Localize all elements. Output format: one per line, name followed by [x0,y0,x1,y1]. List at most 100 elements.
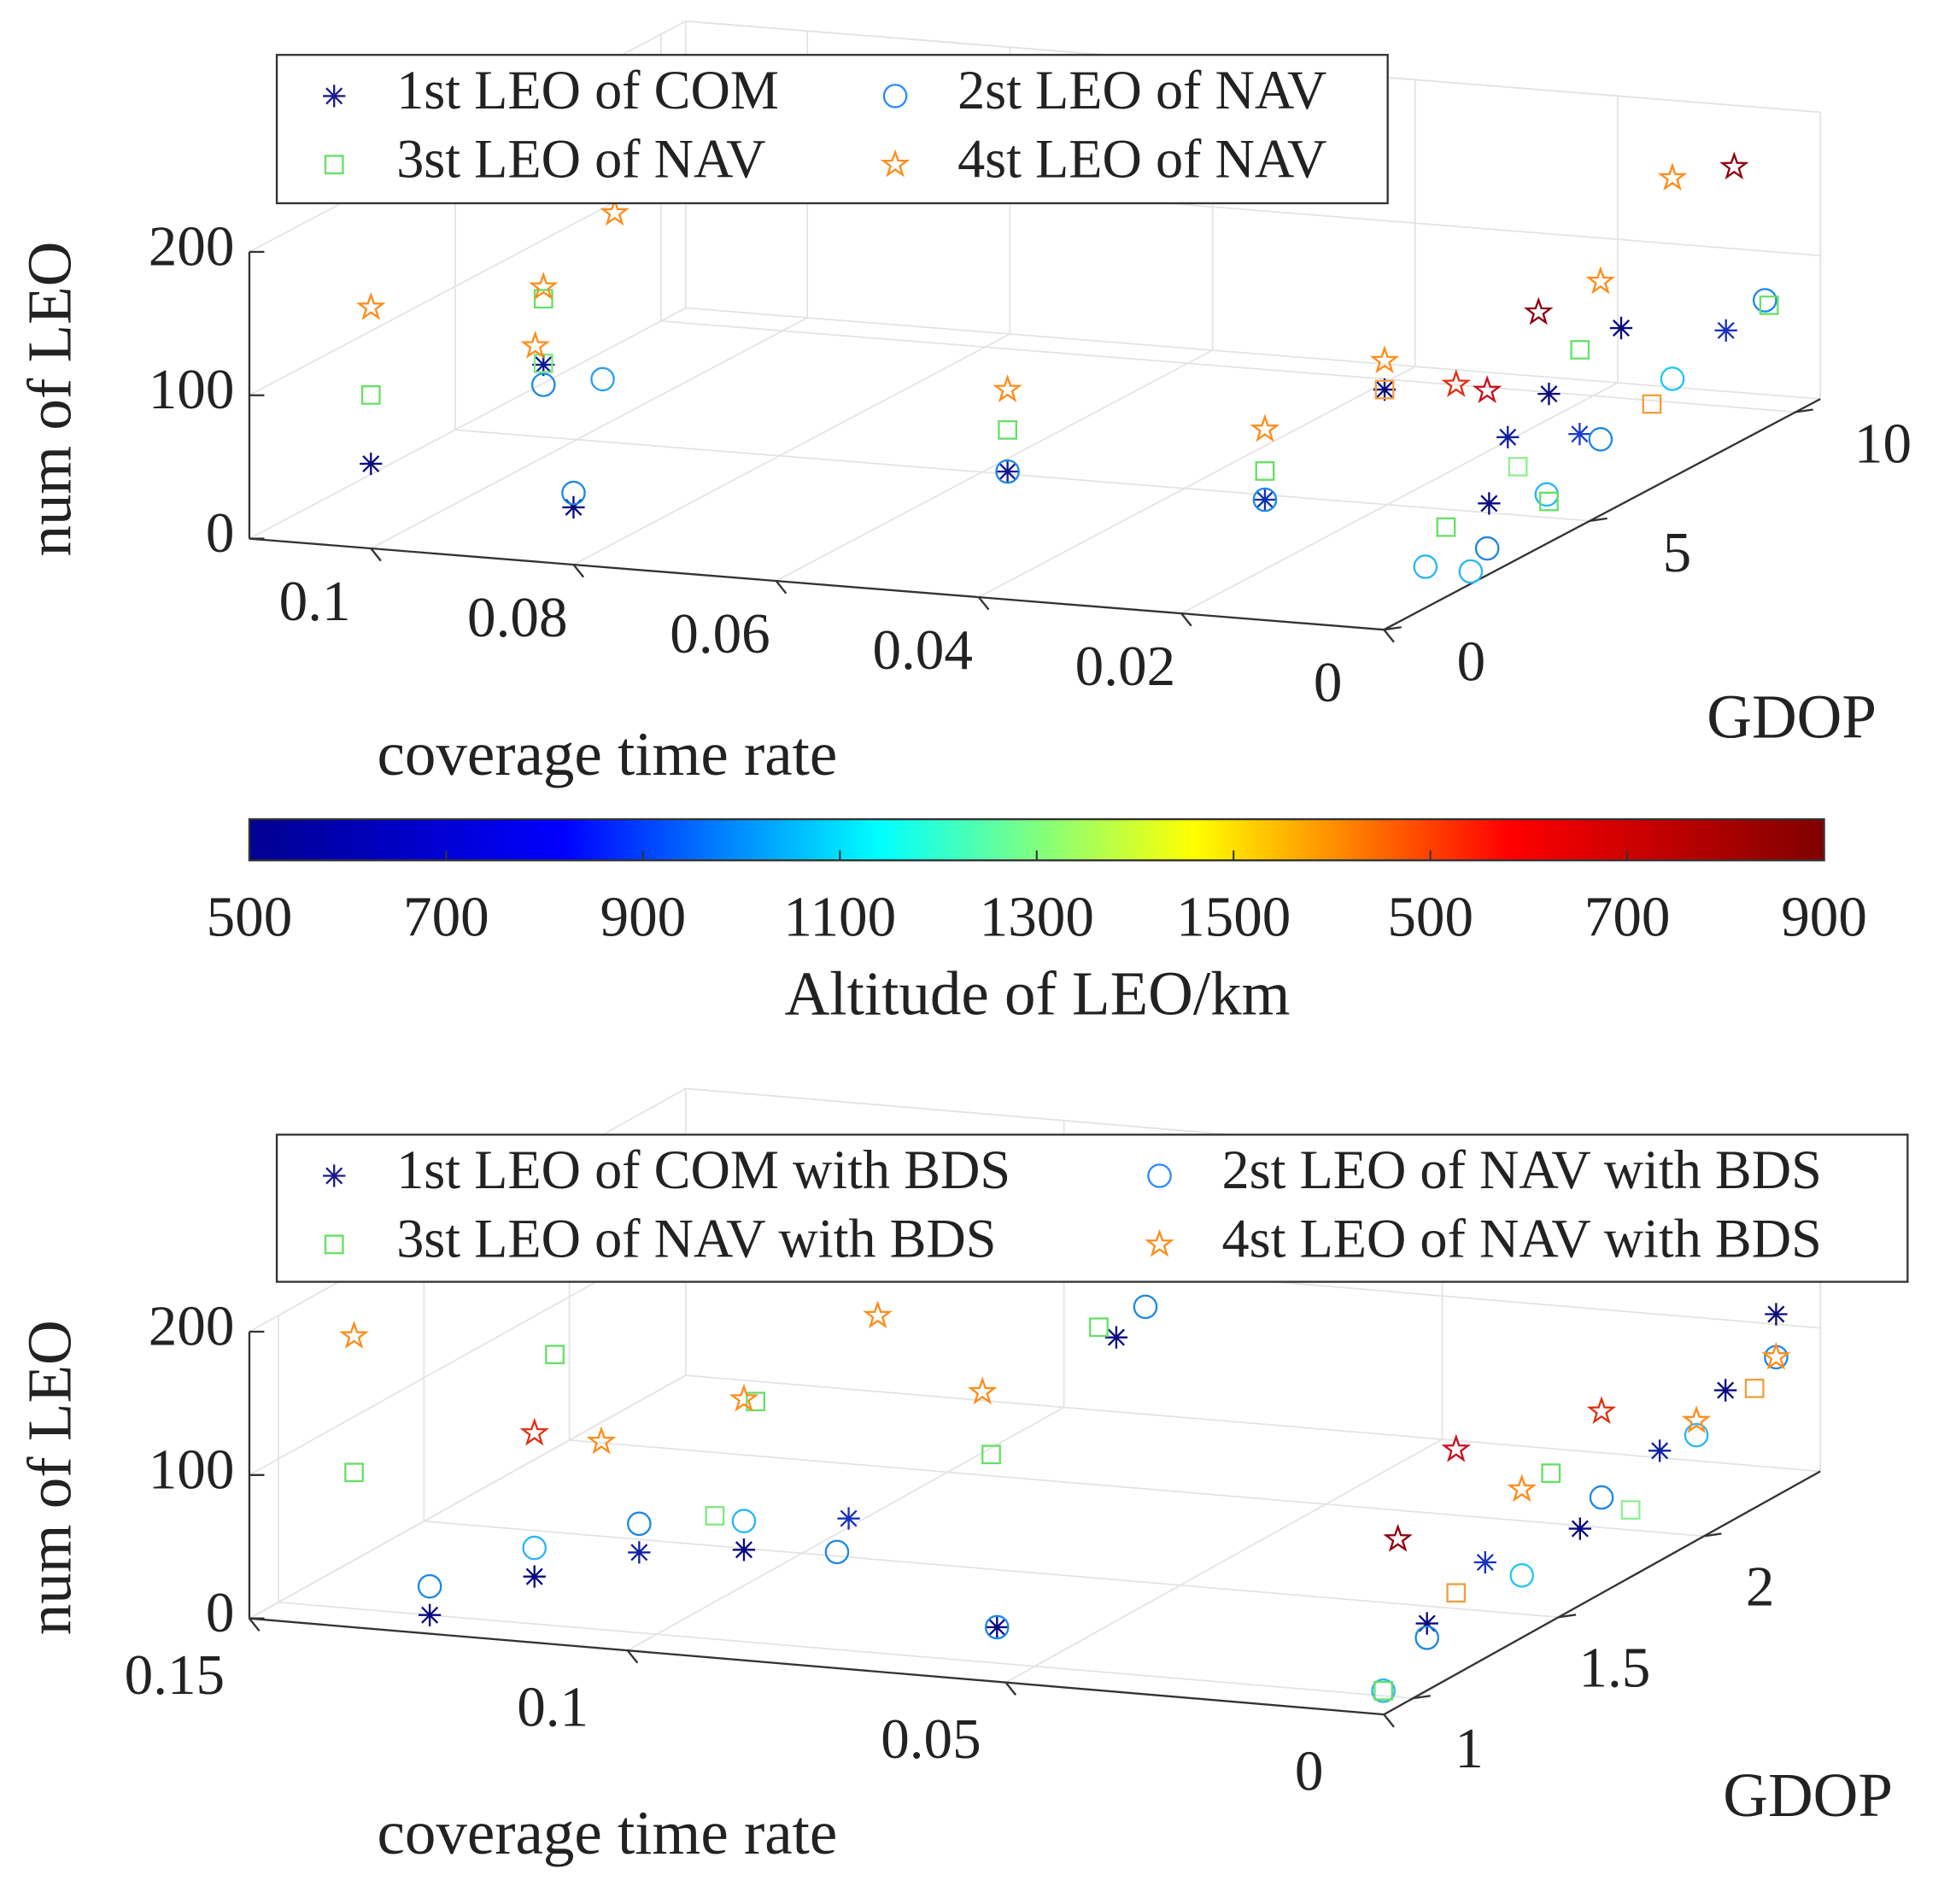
point [1441,1433,1472,1462]
point [1585,266,1616,295]
legend-label: 2st LEO of NAV [957,60,1326,120]
point [1441,369,1472,397]
grid-line [1180,382,1619,614]
point [981,1444,1001,1465]
y-axis-label: GDOP [1723,1760,1893,1830]
grid-line [776,349,1213,582]
point [1684,1422,1709,1448]
legend-marker [1145,1228,1174,1257]
point [1446,1583,1467,1603]
point [824,1539,850,1565]
point [519,1417,550,1446]
legend-marker [880,149,911,178]
y-tick [1413,1695,1431,1700]
point [1660,366,1685,391]
point [1414,1626,1439,1650]
y-tick-label: 5 [1663,520,1692,584]
point [529,272,559,301]
colorbar-tick-label: 700 [1584,885,1671,949]
y-tick-label: 1.5 [1578,1635,1650,1699]
z-tick-label: 0 [206,1580,235,1644]
point [561,480,586,506]
y-axis-label: GDOP [1707,682,1877,751]
colorbar-tick-label: 1300 [980,885,1094,949]
point [1496,425,1520,448]
point [1252,487,1278,513]
z-axis-label: num of LEO [15,1320,84,1635]
grid-line [660,319,1796,413]
point [1657,162,1688,191]
legend-label: 3st LEO of NAV with BDS [396,1209,996,1269]
point [1436,517,1456,537]
point [1744,1379,1765,1398]
colorbar-tick-label: 1500 [1176,885,1291,949]
point [1534,482,1560,507]
x-axis-label: coverage time rate [377,719,837,788]
y-tick [1384,626,1402,631]
point [1473,1550,1496,1574]
x-tick-label: 0 [1295,1739,1324,1803]
x-tick [249,1617,261,1632]
point [360,452,383,476]
point [1761,1341,1791,1370]
y-tick [1703,1532,1722,1538]
point [1458,559,1484,584]
z-tick-label: 200 [149,214,235,278]
point [520,331,550,359]
point [1648,1439,1672,1462]
point [1133,1294,1158,1320]
x-tick-label: 0.02 [1075,634,1175,698]
x-tick [572,564,585,578]
z-tick-label: 100 [149,1437,235,1501]
x-tick-label: 0.05 [881,1707,981,1771]
point [731,1509,757,1534]
point [1474,536,1500,561]
point [996,460,1019,483]
legend-label: 4st LEO of NAV with BDS [1222,1209,1822,1269]
colorbar-tick-label: 500 [207,885,293,949]
x-tick [977,596,990,611]
grid-line [249,307,687,540]
point [1523,296,1554,325]
z-axis-label: num of LEO [15,242,84,557]
grid-line [978,366,1416,598]
y-tick-label: 1 [1455,1716,1484,1780]
point [1759,295,1779,315]
point [600,197,630,226]
point [1250,413,1280,442]
point [1539,491,1559,512]
y-tick-label: 0 [1457,629,1486,693]
legend-label: 1st LEO of COM [396,60,779,120]
point [530,372,556,397]
grid-line [627,1406,1065,1651]
point [729,1383,759,1412]
grid-line [249,1374,687,1620]
legend-marker [323,85,346,108]
grid-line [370,317,808,549]
legend-marker [323,1164,346,1187]
colorbar-tick-label: 900 [1781,885,1867,949]
point [1415,1612,1438,1635]
x-axis-label: coverage time rate [377,1798,837,1867]
point [1507,1473,1537,1503]
legend-box [275,1134,1909,1283]
point [1255,461,1275,481]
x-tick [370,548,382,562]
x-tick [1383,629,1395,643]
point [732,1538,756,1561]
x-tick-label: 0 [1314,650,1343,714]
z-tick-label: 100 [149,357,235,421]
point [627,1511,652,1537]
point [1472,375,1502,404]
point [1509,1563,1535,1588]
point [1589,1485,1614,1510]
point [562,495,585,519]
point [705,1506,725,1526]
x-axis [249,537,1385,631]
grid-line [573,333,1010,565]
legend-label: 1st LEO of COM with BDS [396,1139,1010,1200]
point [1373,1680,1393,1701]
point [586,1426,617,1455]
grid-line [454,429,1590,522]
